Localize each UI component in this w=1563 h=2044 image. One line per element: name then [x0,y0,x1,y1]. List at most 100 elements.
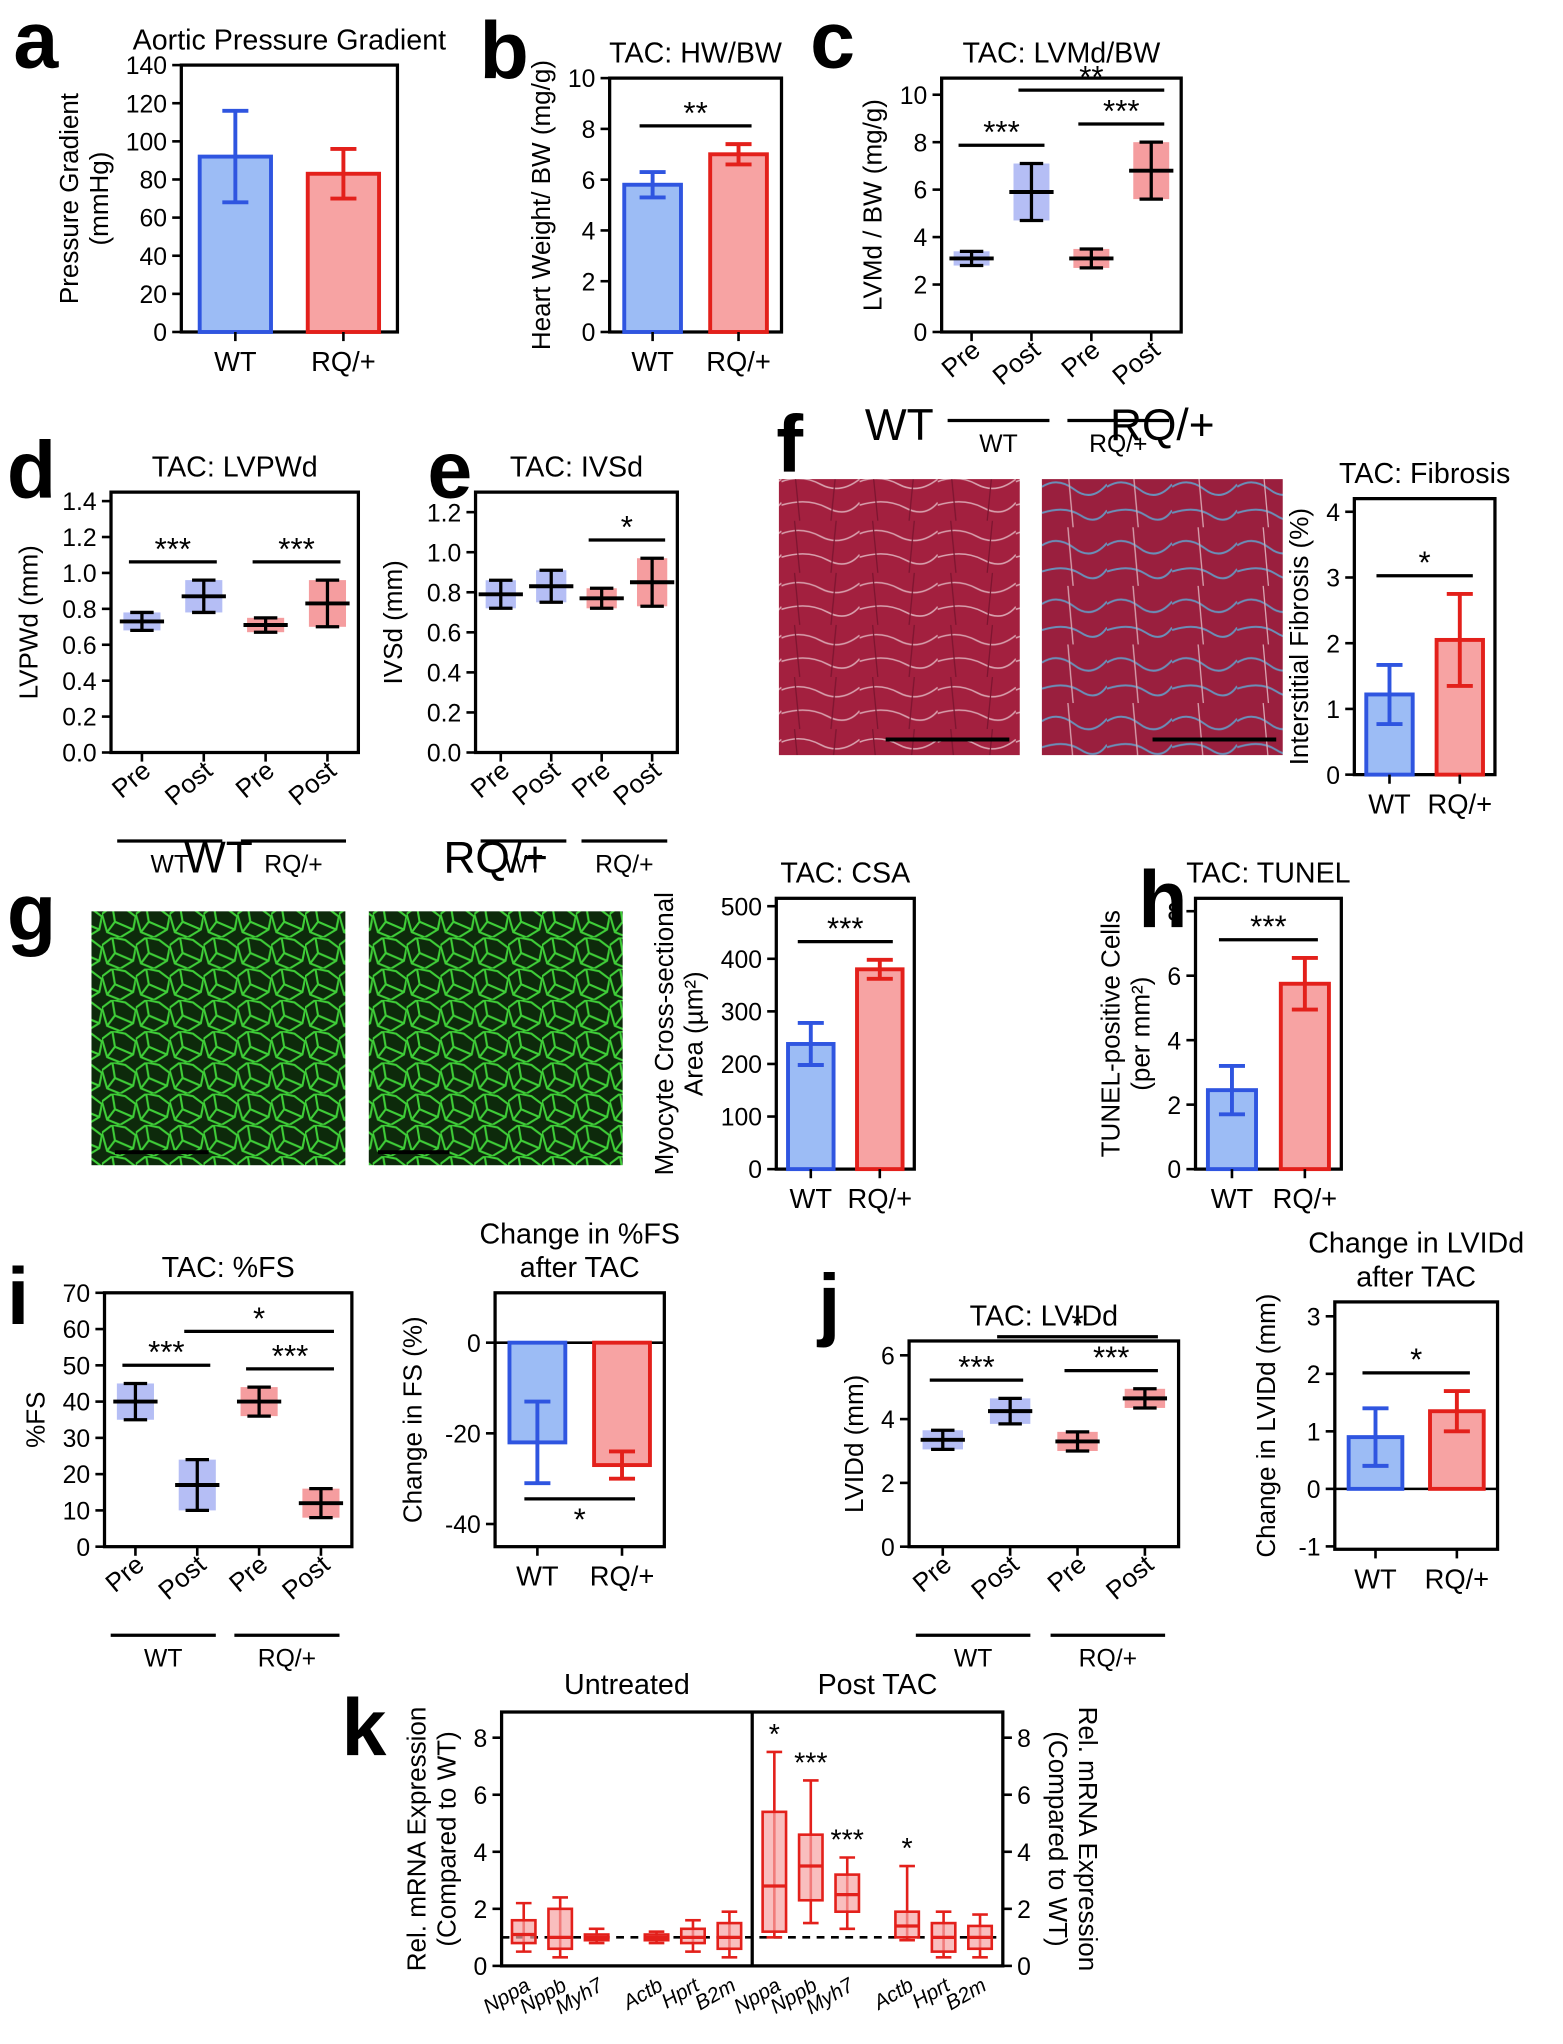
chart-title: TAC: TUNEL [1186,858,1350,890]
y-tick-label: 50 [63,1353,91,1380]
y-tick-label: 4 [582,219,596,246]
y-tick-label: 0 [1307,1477,1321,1504]
x-tick-label: Post [506,754,566,811]
y-tick-label: 0.2 [427,701,461,728]
y-tick-label: 2 [1307,1362,1321,1389]
plot-frame [907,1339,1181,1549]
group-label: WT [504,851,542,878]
chart-title: TAC: IVSd [510,451,643,483]
chart-title: TAC: LVMd/BW [963,37,1161,69]
axis-label: Heart Weight/ BW (mg/g) [526,60,556,350]
box [547,1907,574,1951]
y-tick-label: 20 [63,1462,91,1489]
significance-label: *** [958,1350,994,1385]
significance-label: *** [827,911,863,946]
panel-letter: k [341,1683,386,1773]
y-tick-label: 1.2 [427,500,461,527]
y-tick-label: 3 [1307,1304,1321,1331]
box [761,1810,788,1933]
axis-label: IVSd (mm) [378,560,408,684]
x-tick-label: RQ/+ [1273,1183,1338,1214]
axis-label: (Compared to WT) [1043,1731,1073,1946]
x-tick-label: RQ/+ [311,346,376,377]
y-tick-label: -20 [445,1421,481,1448]
x-tick-label: B2m [942,1974,991,2015]
panel-letter: b [479,6,528,96]
y-tick-label: 0.4 [62,669,97,696]
y-tick-label: 8 [1167,899,1181,926]
chart-title: TAC: CSA [780,858,911,890]
x-tick-label: Post [607,754,667,811]
chart-title: TAC: LVIDd [970,1300,1118,1332]
plot-frame [1193,896,1343,1171]
plot-frame [1352,497,1497,777]
x-tick-label: RQ/+ [1428,789,1493,820]
axis-label: (per mm²) [1125,977,1155,1091]
y-tick-label: 10 [900,83,928,110]
x-tick-label: Post [152,1549,212,1606]
group-label: WT [979,431,1017,458]
x-tick-label: Pre [1055,334,1105,383]
y-tick-label: 4 [474,1840,488,1867]
group-label: WT [144,1645,182,1672]
group-label: RQ/+ [1079,1645,1137,1672]
chart-title: after TAC [520,1252,640,1284]
y-tick-label: 1 [1326,697,1340,724]
y-tick-label: 10 [63,1499,91,1526]
axis-label: LVMd / BW (mg/g) [858,99,888,311]
y-tick-label: 0 [467,1331,481,1358]
x-tick-label: RQ/+ [706,346,771,377]
y-tick-label: 100 [721,1105,762,1132]
y-tick-label: 60 [63,1317,91,1344]
y-tick-label: 0.0 [62,741,96,768]
y-tick-label: 400 [721,947,762,974]
plot-frame [493,1291,666,1549]
y-tick-label: 6 [1167,964,1181,991]
plot-frame [473,490,679,755]
group-label: WT [151,851,189,878]
y-tick-label: 0 [914,320,928,347]
plot-frame [179,63,400,334]
image-label: RQ/+ [1110,401,1215,450]
panel-letter: h [1138,855,1187,945]
x-tick-label: Pre [106,755,156,804]
y-tick-label: 0 [153,320,167,347]
y-tick-label: 8 [474,1726,488,1753]
y-tick-label: 70 [63,1281,91,1308]
y-tick-label: -1 [1299,1535,1321,1562]
micrograph-membrane [368,911,623,1166]
significance-label: *** [148,1335,184,1370]
y-tick-label: 0 [582,320,596,347]
axis-label: Change in LVIDd (mm) [1251,1294,1281,1558]
micrograph-membrane [91,911,346,1166]
y-tick-label: 100 [126,129,167,156]
x-tick-label: WT [790,1183,833,1214]
chart-title: TAC: HW/BW [609,37,782,69]
chart-title: TAC: LVPWd [152,451,318,483]
y-tick-label: 0 [1326,763,1340,790]
axis-label: LVIDd (mm) [839,1375,869,1513]
bar [592,1340,652,1468]
significance-label: *** [794,1748,827,1780]
bar [1278,981,1331,1172]
y-tick-label: 2 [914,273,928,300]
bar [507,1340,568,1445]
y-tick-label: 500 [721,894,762,921]
axis-label: Area (µm²) [679,971,709,1096]
x-tick-label: WT [1354,1563,1397,1594]
panel-letter: f [776,399,804,489]
bar [622,182,683,334]
significance-label: ** [1079,59,1103,94]
y-tick-label: 4 [1017,1840,1031,1867]
x-tick-label: Post [965,1549,1025,1606]
y-tick-label: 2 [474,1897,488,1924]
y-tick-label: 6 [1017,1783,1031,1810]
x-tick-label: WT [631,346,674,377]
plot-frame [102,1291,354,1549]
y-tick-label: 20 [139,282,167,309]
axis-label: Rel. mRNA Expression [401,1707,431,1972]
axis-label: %FS [21,1392,51,1448]
y-tick-label: 4 [1167,1028,1181,1055]
chart-title: Aortic Pressure Gradient [133,24,446,56]
